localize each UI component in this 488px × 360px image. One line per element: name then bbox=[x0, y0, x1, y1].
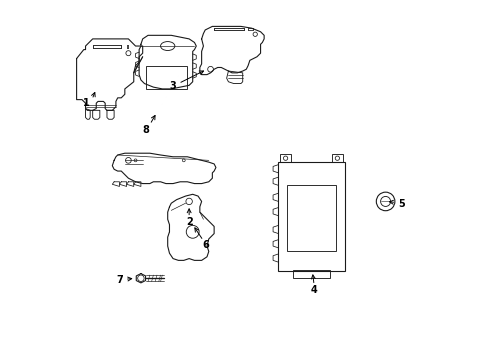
Bar bbox=[331, 154, 342, 162]
Text: 6: 6 bbox=[202, 240, 209, 250]
Text: 4: 4 bbox=[310, 285, 317, 295]
Text: 5: 5 bbox=[398, 199, 404, 208]
Bar bbox=[146, 66, 187, 89]
Text: 7: 7 bbox=[117, 275, 123, 285]
Text: 3: 3 bbox=[169, 81, 175, 91]
Text: 1: 1 bbox=[83, 98, 90, 108]
Bar bbox=[280, 154, 290, 162]
Text: 2: 2 bbox=[185, 217, 192, 227]
Bar bbox=[287, 185, 335, 251]
Bar bbox=[278, 162, 344, 271]
Bar bbox=[292, 270, 329, 278]
Text: 8: 8 bbox=[142, 125, 149, 135]
